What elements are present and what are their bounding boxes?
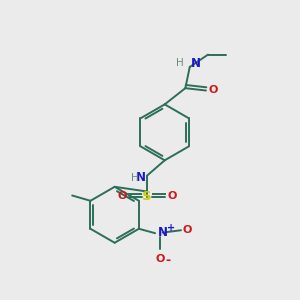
Text: O: O: [117, 191, 126, 201]
Text: O: O: [155, 254, 164, 264]
Text: -: -: [165, 254, 170, 267]
Text: +: +: [167, 223, 175, 233]
Text: N: N: [158, 226, 167, 239]
Text: H: H: [131, 173, 139, 183]
Text: O: O: [183, 225, 192, 235]
Text: N: N: [136, 172, 146, 184]
Text: H: H: [176, 58, 184, 68]
Text: S: S: [142, 190, 152, 203]
Text: O: O: [168, 191, 177, 201]
Text: O: O: [208, 85, 218, 94]
Text: N: N: [191, 57, 201, 70]
